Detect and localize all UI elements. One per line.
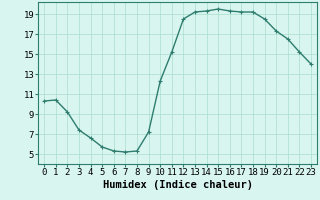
- X-axis label: Humidex (Indice chaleur): Humidex (Indice chaleur): [103, 180, 252, 190]
